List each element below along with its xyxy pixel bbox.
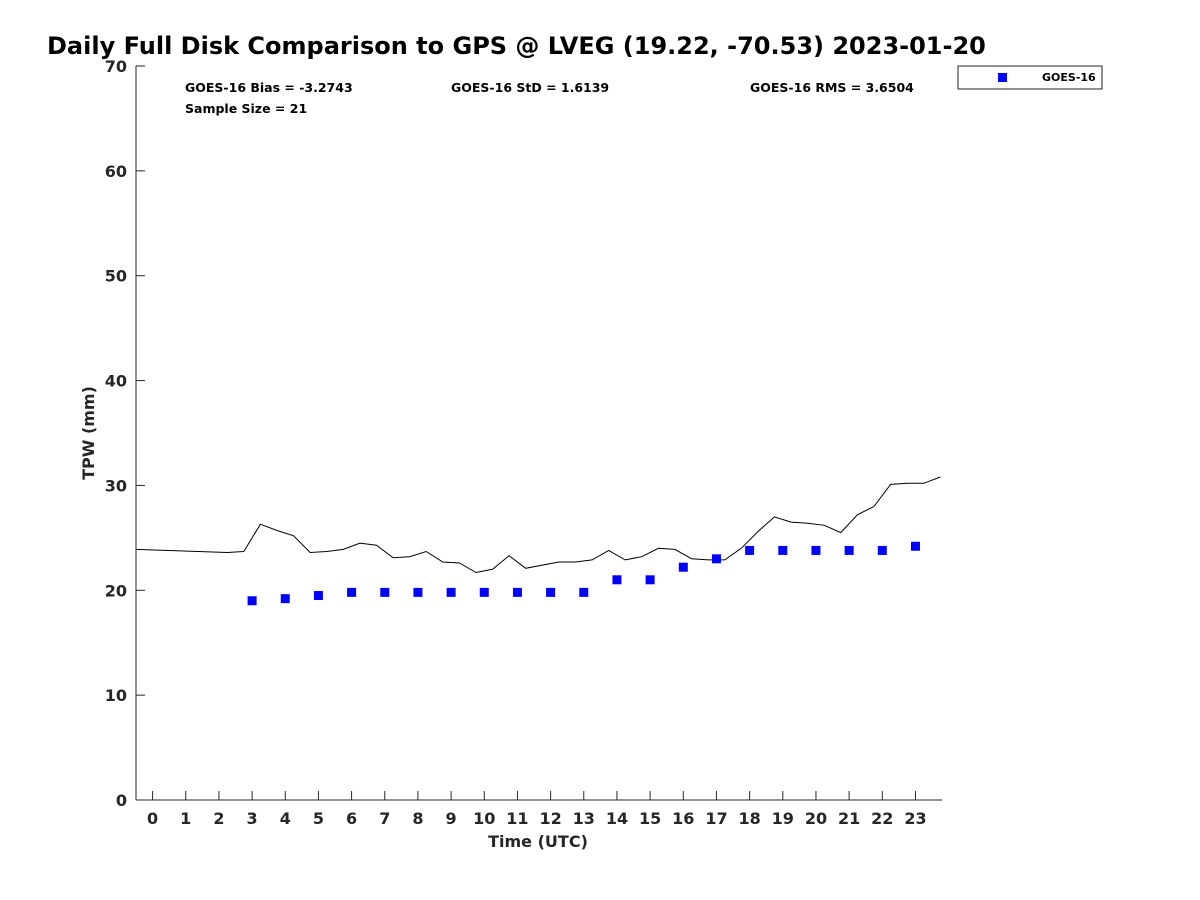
bias-stat: GOES-16 Bias = -3.2743 — [185, 80, 353, 95]
x-tick-label: 2 — [213, 809, 224, 828]
legend-box — [957, 65, 1103, 90]
x-axis-label: Time (UTC) — [488, 832, 588, 851]
x-tick-label: 15 — [639, 809, 661, 828]
x-tick-label: 19 — [772, 809, 794, 828]
goes16-point — [347, 587, 357, 597]
x-tick-label: 16 — [672, 809, 694, 828]
goes16-point — [247, 596, 257, 606]
goes16-point — [612, 575, 622, 585]
x-tick-label: 5 — [313, 809, 324, 828]
gps-line — [135, 476, 941, 574]
x-tick-label: 8 — [412, 809, 423, 828]
goes16-point — [313, 591, 323, 601]
x-tick-label: 17 — [705, 809, 727, 828]
legend: GOES-16 — [957, 65, 1103, 90]
goes16-point — [844, 545, 854, 555]
goes16-point — [446, 587, 456, 597]
x-tick-label: 12 — [539, 809, 561, 828]
y-tick-label: 0 — [116, 791, 127, 810]
goes16-point — [546, 587, 556, 597]
goes16-point — [413, 587, 423, 597]
x-tick-label: 11 — [506, 809, 528, 828]
x-tick-label: 9 — [446, 809, 457, 828]
goes16-point — [479, 587, 489, 597]
series-layer — [135, 476, 941, 606]
legend-label-goes16: GOES-16 — [1042, 71, 1096, 84]
y-tick-label: 50 — [105, 267, 127, 286]
y-ticks: 0 10 20 30 40 50 60 70 — [105, 57, 145, 810]
sample-size-stat: Sample Size = 21 — [185, 101, 307, 116]
x-ticks: 0 1 2 3 4 5 6 7 8 9 10 11 12 13 14 15 16 17 18 19 20 21 22 23 — [147, 791, 927, 828]
x-tick-label: 18 — [738, 809, 760, 828]
goes16-point — [910, 541, 920, 551]
y-tick-label: 40 — [105, 372, 127, 391]
y-tick-label: 30 — [105, 476, 127, 495]
goes16-point — [645, 575, 655, 585]
goes16-point — [745, 545, 755, 555]
y-tick-label: 10 — [105, 686, 127, 705]
goes16-point — [579, 587, 589, 597]
x-tick-label: 13 — [573, 809, 595, 828]
x-tick-label: 10 — [473, 809, 495, 828]
goes16-point — [380, 587, 390, 597]
y-tick-label: 70 — [105, 57, 127, 76]
y-tick-label: 20 — [105, 581, 127, 600]
x-tick-label: 20 — [805, 809, 827, 828]
x-tick-label: 1 — [180, 809, 191, 828]
goes16-point — [711, 554, 721, 564]
x-tick-label: 6 — [346, 809, 357, 828]
x-tick-label: 7 — [379, 809, 390, 828]
goes16-point — [877, 545, 887, 555]
rms-stat: GOES-16 RMS = 3.6504 — [750, 80, 914, 95]
std-stat: GOES-16 StD = 1.6139 — [451, 80, 609, 95]
legend-marker — [998, 73, 1007, 82]
goes16-point — [811, 545, 821, 555]
x-tick-label: 3 — [247, 809, 258, 828]
goes16-point — [778, 545, 788, 555]
x-tick-label: 22 — [871, 809, 893, 828]
goes16-point — [280, 594, 290, 604]
x-tick-label: 14 — [606, 809, 628, 828]
x-tick-label: 23 — [904, 809, 926, 828]
chart-title: Daily Full Disk Comparison to GPS @ LVEG… — [47, 32, 986, 60]
x-tick-label: 0 — [147, 809, 158, 828]
x-tick-label: 21 — [838, 809, 860, 828]
y-tick-label: 60 — [105, 162, 127, 181]
goes16-point — [678, 562, 688, 572]
y-axis-label: TPW (mm) — [79, 386, 98, 480]
x-tick-label: 4 — [280, 809, 291, 828]
goes16-point — [512, 587, 522, 597]
